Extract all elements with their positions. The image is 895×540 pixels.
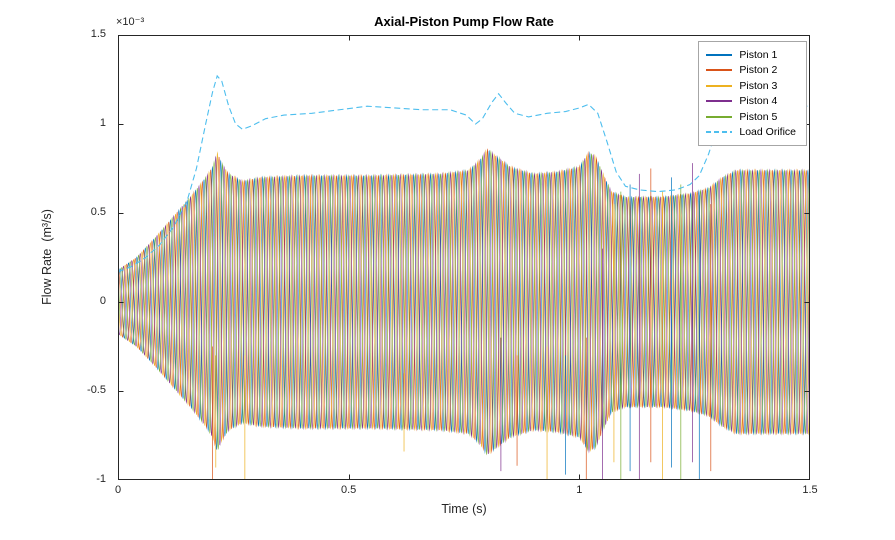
legend-solid-line-sample bbox=[706, 84, 733, 87]
x-axis-tick-labels: 0 0.5 1 1.5 bbox=[114, 484, 818, 498]
legend-item-piston-2: Piston 2 bbox=[706, 63, 796, 79]
x-tick-label: 1.5 bbox=[802, 484, 818, 496]
legend-solid-line-sample bbox=[706, 115, 733, 118]
x-tick-label: 0 bbox=[114, 484, 122, 496]
legend-solid-line-sample bbox=[706, 100, 733, 103]
y-axis-exponent-label: ×10⁻³ bbox=[116, 16, 145, 28]
y-tick-label: -1 bbox=[96, 473, 106, 485]
legend-solid-line-sample bbox=[706, 53, 733, 56]
legend-dashed-line-sample bbox=[706, 131, 733, 134]
legend-label: Piston 1 bbox=[739, 48, 778, 61]
y-tick-label: 0 bbox=[99, 295, 106, 307]
y-tick-label: -0.5 bbox=[87, 384, 106, 396]
legend-item-piston-4: Piston 4 bbox=[706, 94, 796, 110]
legend-item-piston-3: Piston 3 bbox=[706, 78, 796, 94]
chart-title: Axial-Piston Pump Flow Rate bbox=[374, 14, 554, 29]
legend-label: Piston 4 bbox=[739, 95, 778, 108]
plot-area bbox=[118, 35, 810, 480]
y-tick-label: 1 bbox=[99, 117, 106, 129]
legend-label: Piston 3 bbox=[739, 79, 778, 92]
x-axis-label: Time (s) bbox=[441, 502, 487, 516]
legend-item-piston-5: Piston 5 bbox=[706, 109, 796, 125]
legend-item-piston-1: Piston 1 bbox=[706, 47, 796, 63]
legend-label: Load Orifice bbox=[739, 126, 796, 139]
legend-label: Piston 5 bbox=[739, 110, 778, 123]
x-tick-label: 0.5 bbox=[341, 484, 357, 496]
x-tick-label: 1 bbox=[576, 484, 583, 496]
y-axis-tick-labels: -1 -0.5 0 0.5 1 1.5 bbox=[0, 28, 112, 485]
legend-item-load-orifice: Load Orifice bbox=[706, 125, 796, 141]
legend-label: Piston 2 bbox=[739, 64, 778, 77]
legend-solid-line-sample bbox=[706, 69, 733, 72]
legend: Piston 1 Piston 2 Piston 3 Piston 4 Piston 5… bbox=[698, 41, 807, 146]
y-tick-label: 1.5 bbox=[90, 28, 106, 40]
y-tick-label: 0.5 bbox=[90, 206, 106, 218]
